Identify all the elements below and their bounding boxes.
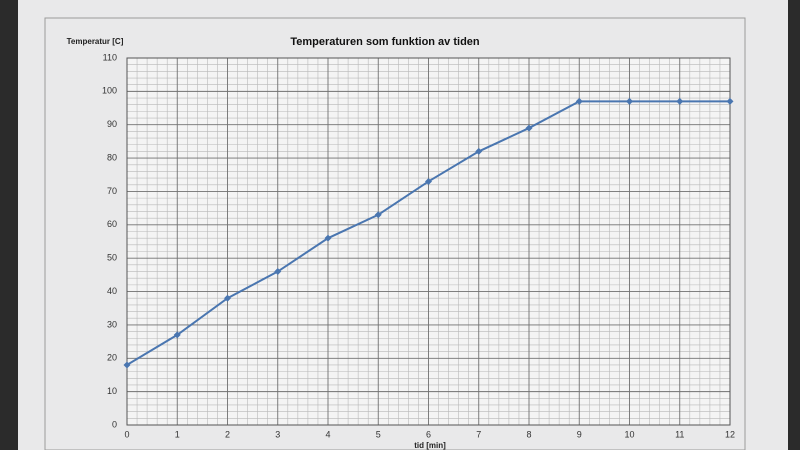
x-tick-label: 1 (175, 429, 180, 439)
data-point (274, 268, 282, 276)
y-axis-label: Temperatur [C] (67, 37, 124, 46)
y-tick-label: 90 (107, 119, 117, 129)
data-point (374, 211, 382, 219)
chart-title: Temperaturen som funktion av tiden (290, 36, 480, 48)
data-point (224, 294, 231, 302)
chart-border (44, 17, 746, 450)
x-axis-label: tid [min] (414, 441, 446, 450)
y-tick-label: 100 (102, 86, 117, 96)
x-tick-label: 11 (675, 429, 684, 439)
x-tick-label: 9 (577, 429, 582, 439)
data-point (626, 97, 633, 105)
x-tick-label: 4 (325, 429, 330, 439)
data-point (575, 97, 583, 105)
y-tick-label: 50 (107, 253, 117, 263)
y-tick-label: 0 (112, 419, 117, 429)
y-tick-label: 70 (107, 186, 117, 196)
data-point (324, 234, 332, 242)
y-tick-label: 80 (107, 152, 117, 162)
data-point (475, 147, 483, 155)
x-tick-label: 7 (476, 429, 481, 439)
x-tick-label: 6 (426, 429, 431, 439)
y-tick-label: 40 (107, 286, 117, 296)
plot-border (126, 57, 731, 426)
data-point (525, 124, 533, 132)
data-point (425, 177, 432, 185)
x-tick-label: 10 (624, 429, 634, 439)
data-point (173, 331, 181, 339)
data-point (676, 97, 684, 105)
y-tick-label: 110 (103, 52, 117, 62)
x-tick-label: 12 (725, 429, 735, 439)
y-tick-label: 20 (107, 353, 117, 363)
y-tick-label: 30 (107, 319, 117, 329)
x-tick-label: 3 (275, 429, 280, 439)
y-tick-label: 60 (107, 219, 117, 229)
x-tick-label: 2 (225, 429, 230, 439)
x-tick-label: 8 (526, 429, 531, 439)
data-point (123, 361, 131, 369)
data-point (726, 97, 734, 105)
x-tick-label: 5 (376, 429, 381, 439)
y-tick-label: 10 (107, 386, 117, 396)
x-tick-label: 0 (124, 429, 129, 439)
